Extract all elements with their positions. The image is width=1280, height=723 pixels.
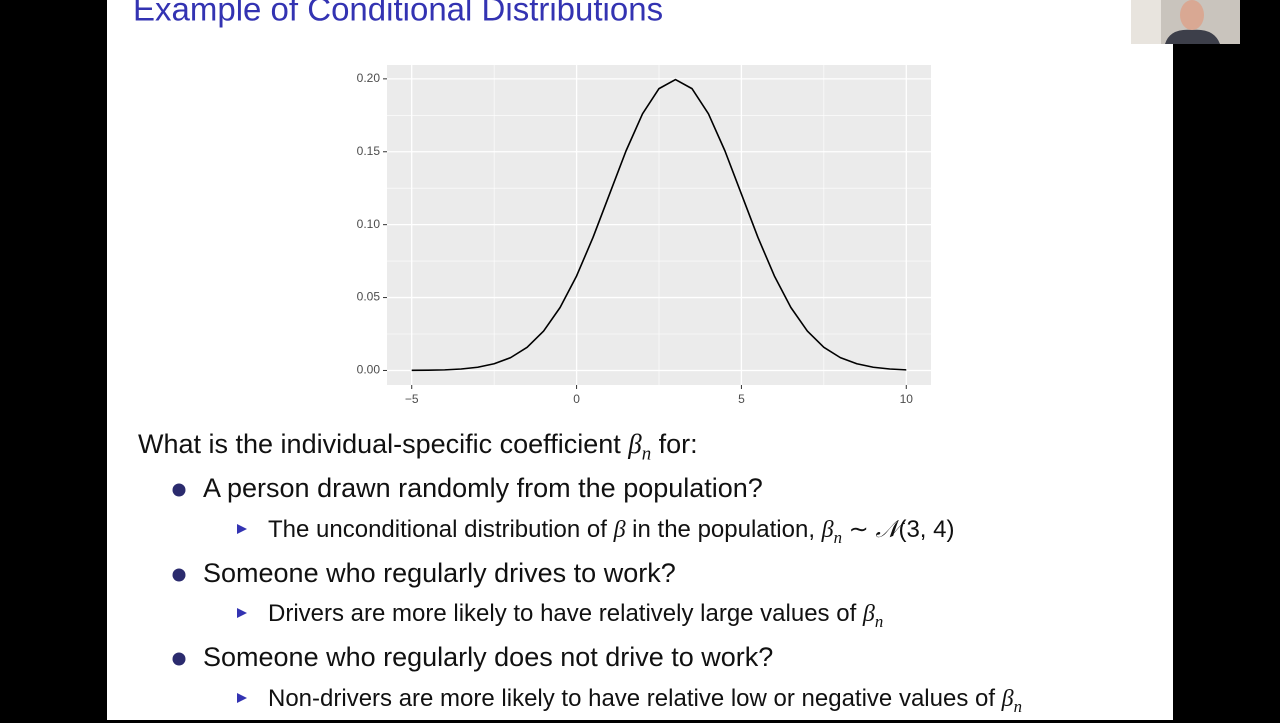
text-line: Someone who regularly drives to work? bbox=[203, 557, 676, 589]
math: βn bbox=[628, 429, 651, 464]
text-line: Drivers are more likely to have relative… bbox=[268, 598, 883, 638]
text: What is the individual-specific coeffici… bbox=[138, 429, 629, 459]
math: βn bbox=[862, 601, 883, 631]
sub-bullet bbox=[237, 608, 247, 618]
text-line: The unconditional distribution of β in t… bbox=[268, 514, 954, 554]
text-line: Non-drivers are more likely to have rela… bbox=[268, 683, 1022, 723]
bullet bbox=[172, 568, 186, 582]
text: for: bbox=[651, 429, 698, 459]
y-tick-label: 0.20 bbox=[357, 71, 381, 85]
x-tick-label: 0 bbox=[573, 392, 580, 406]
webcam bbox=[1131, 0, 1240, 44]
y-tick-label: 0.10 bbox=[357, 217, 381, 231]
math-symbol: β bbox=[1001, 686, 1014, 712]
text-line: Someone who regularly does not drive to … bbox=[203, 641, 773, 673]
text: A person drawn randomly from the populat… bbox=[203, 473, 763, 503]
text: Drivers are more likely to have relative… bbox=[268, 600, 863, 627]
math-subscript: n bbox=[641, 443, 652, 465]
sub-bullet bbox=[237, 524, 247, 534]
math-symbol: 𝒩 bbox=[875, 517, 899, 543]
text-line: What is the individual-specific coeffici… bbox=[138, 428, 698, 470]
math-symbol: β bbox=[628, 429, 642, 459]
math: β bbox=[614, 517, 626, 543]
math: 𝒩 bbox=[875, 517, 898, 543]
x-tick-label: 5 bbox=[738, 392, 745, 406]
math-symbol: β bbox=[821, 517, 834, 543]
text-line: A person drawn randomly from the populat… bbox=[203, 472, 763, 504]
text: in the population, bbox=[625, 516, 822, 543]
text: Someone who regularly does not drive to … bbox=[203, 642, 774, 672]
text: (3, 4) bbox=[898, 516, 955, 543]
text: Someone who regularly drives to work? bbox=[203, 558, 676, 588]
x-tick-label: −5 bbox=[405, 392, 419, 406]
y-tick-label: 0.00 bbox=[357, 363, 381, 377]
x-tick-label: 10 bbox=[900, 392, 914, 406]
density-curve bbox=[411, 78, 907, 372]
text: Non-drivers are more likely to have rela… bbox=[268, 685, 1002, 712]
math: βn bbox=[821, 517, 842, 547]
text: The unconditional distribution of bbox=[268, 516, 614, 543]
math-subscript: n bbox=[874, 611, 884, 631]
y-tick-label: 0.05 bbox=[357, 290, 381, 304]
math-symbol: β bbox=[613, 517, 626, 543]
math-subscript: n bbox=[1013, 696, 1023, 716]
bullet bbox=[172, 483, 186, 497]
math: βn bbox=[1001, 686, 1022, 716]
slide-title: Example of Conditional Distributions bbox=[133, 0, 663, 28]
y-tick-label: 0.15 bbox=[357, 144, 381, 158]
math-symbol: β bbox=[862, 601, 875, 627]
math-subscript: n bbox=[833, 527, 843, 547]
text: ∼ bbox=[842, 516, 876, 543]
sub-bullet bbox=[237, 693, 247, 703]
bullet bbox=[172, 652, 186, 666]
